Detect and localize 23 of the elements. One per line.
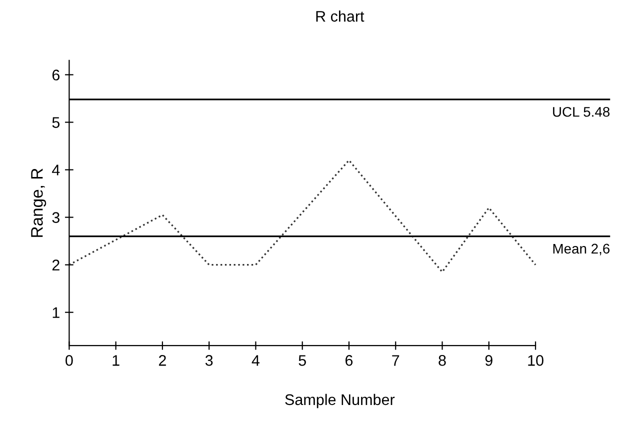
x-tick-label: 1 (112, 355, 120, 366)
y-tick-label: 6 (52, 70, 60, 80)
y-tick-label: 3 (52, 212, 60, 223)
chart-title: R chart (316, 10, 364, 22)
x-tick-label: 9 (485, 355, 492, 366)
y-tick-label: 4 (52, 164, 60, 176)
x-tick-label: 3 (205, 355, 213, 366)
ref-line-label: Mean 2,6 (553, 244, 610, 256)
y-tick-label: 5 (52, 117, 60, 128)
x-tick-label: 10 (528, 355, 544, 366)
ref-line-label: UCL 5.48 (553, 106, 610, 117)
y-tick-label: 1 (52, 307, 60, 318)
x-tick-label: 5 (298, 355, 306, 366)
x-tick-label: 0 (66, 355, 73, 366)
y-tick-label: 2 (52, 260, 60, 270)
x-tick-label: 6 (346, 355, 353, 366)
x-tick-label: 8 (438, 355, 446, 366)
x-tick-label: 2 (158, 355, 166, 366)
x-tick-label: 4 (252, 355, 260, 366)
x-tick-label: 7 (392, 355, 400, 366)
x-axis-title: Sample Number (285, 394, 395, 408)
line-series (69, 159, 536, 273)
y-axis-title: Range, R (31, 168, 46, 237)
